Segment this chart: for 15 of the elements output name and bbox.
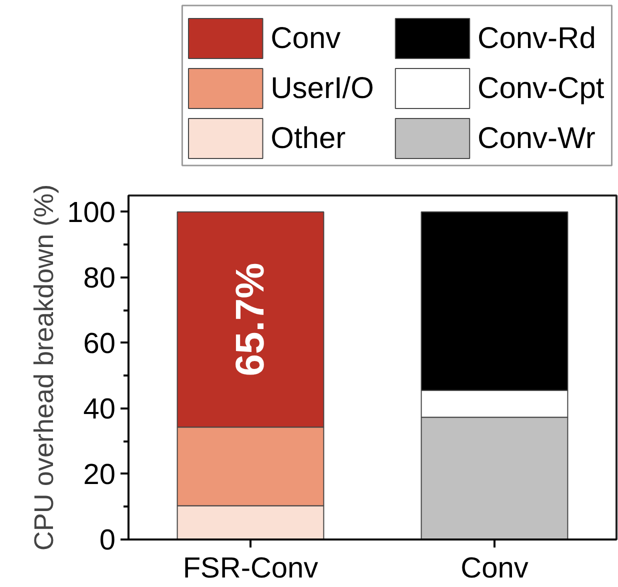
y-tick-label: 20: [83, 458, 116, 491]
y-tick-label: 40: [83, 393, 116, 426]
y-tick-label: 100: [67, 196, 116, 229]
legend-label: Conv-Rd: [478, 22, 596, 55]
y-tick-label: 60: [83, 328, 116, 360]
x-tick-label: FSR-Conv: [182, 552, 319, 584]
legend-label: Conv-Wr: [478, 122, 596, 155]
legend-label: Other: [270, 122, 346, 155]
legend-label: UserI/O: [270, 72, 374, 105]
y-axis-title: CPU overhead breakdown (%): [29, 184, 60, 551]
data-label: 65.7%: [228, 262, 272, 376]
y-tick-label: 80: [83, 262, 116, 294]
legend-label: Conv-Cpt: [478, 72, 605, 105]
legend-label: Conv: [270, 22, 341, 55]
y-tick-label: 0: [99, 524, 116, 556]
